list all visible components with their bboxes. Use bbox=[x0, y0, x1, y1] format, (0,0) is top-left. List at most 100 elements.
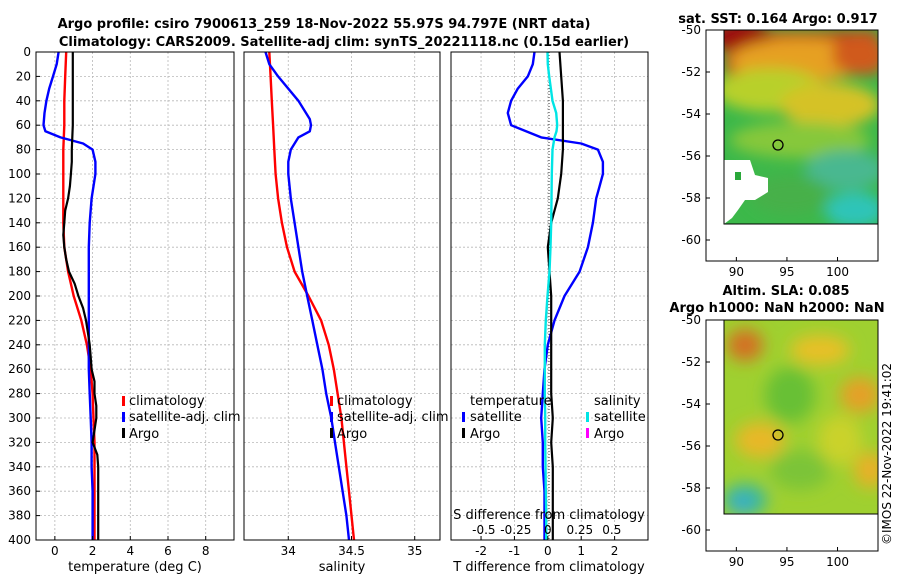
temperature-legend: climatology satellite-adj. clim Argo bbox=[122, 394, 241, 442]
map-y-tick-label: -50 bbox=[681, 23, 701, 37]
x-tick-label: 34 bbox=[281, 544, 296, 558]
s-tick-label: 0 bbox=[544, 523, 552, 537]
legend-swatch-climatology bbox=[330, 396, 333, 406]
map-y-tick-label: -52 bbox=[681, 355, 701, 369]
map-y-tick-label: -58 bbox=[681, 191, 701, 205]
y-tick-label: 400 bbox=[8, 533, 31, 547]
legend-header-salinity: salinity bbox=[594, 394, 641, 409]
y-tick-label: 320 bbox=[8, 435, 31, 449]
x-tick-label: 34.5 bbox=[338, 544, 365, 558]
map-y-tick-label: -50 bbox=[681, 313, 701, 327]
map-y-tick-label: -54 bbox=[681, 107, 701, 121]
y-tick-label: 300 bbox=[8, 411, 31, 425]
sla-field bbox=[724, 320, 878, 514]
sla-map-title: Altim. SLA: 0.085 bbox=[723, 284, 850, 299]
s-tick-label: 0.25 bbox=[566, 523, 593, 537]
salinity-legend: climatology satellite-adj. clim Argo bbox=[330, 394, 449, 442]
y-tick-label: 240 bbox=[8, 338, 31, 352]
x-tick-label: -2 bbox=[475, 544, 487, 558]
imos-credit: ©IMOS 22-Nov-2022 19:41:02 bbox=[880, 363, 894, 545]
y-tick-label: 40 bbox=[16, 94, 31, 108]
y-tick-label: 360 bbox=[8, 484, 31, 498]
difference-legend-salinity: salinity satellite Argo bbox=[586, 394, 646, 442]
difference-legend-temperature: temperature satellite Argo bbox=[462, 394, 552, 442]
sla-argo-marker bbox=[772, 429, 784, 441]
s-tick-label: -0.5 bbox=[472, 523, 495, 537]
map-x-tick-label: 90 bbox=[729, 265, 744, 279]
legend-label-t-satellite: satellite bbox=[470, 410, 522, 425]
s-difference-label: S difference from climatology bbox=[453, 508, 645, 523]
series-line-climatology bbox=[62, 52, 96, 540]
x-tick-label: 2 bbox=[611, 544, 619, 558]
legend-swatch-satellite bbox=[122, 412, 125, 422]
difference-panel: -2 -1 0 1 2 -0.5 -0.25 0 0.25 0.5 S difference f… bbox=[450, 51, 649, 575]
map-x-tick-label: 90 bbox=[729, 555, 744, 569]
legend-label-s-argo: Argo bbox=[594, 427, 624, 442]
x-tick-label: 6 bbox=[164, 544, 172, 558]
map-x-tick-label: 95 bbox=[779, 265, 794, 279]
series-line-t-satellite bbox=[506, 52, 605, 540]
y-tick-label: 100 bbox=[8, 167, 31, 181]
y-tick-label: 20 bbox=[16, 69, 31, 83]
legend-swatch-satellite bbox=[330, 412, 333, 422]
series-line-t-argo bbox=[546, 52, 565, 540]
legend-label-argo: Argo bbox=[337, 427, 367, 442]
y-tick-label: 60 bbox=[16, 118, 31, 132]
series-line-satellite bbox=[42, 52, 97, 540]
legend-swatch-argo bbox=[330, 428, 333, 438]
legend-label-climatology: climatology bbox=[337, 394, 413, 409]
sla-map: Altim. SLA: 0.085 Argo h1000: NaN h2000:… bbox=[669, 284, 884, 569]
legend-label-satellite: satellite-adj. clim bbox=[129, 410, 241, 425]
salinity-xlabel: salinity bbox=[319, 560, 366, 575]
legend-swatch-s-satellite bbox=[586, 412, 589, 422]
map-x-tick-label: 95 bbox=[779, 555, 794, 569]
x-tick-label: 4 bbox=[126, 544, 134, 558]
sst-field bbox=[724, 30, 878, 224]
s-tick-label: 0.5 bbox=[602, 523, 621, 537]
x-tick-label: 0 bbox=[544, 544, 552, 558]
y-tick-label: 160 bbox=[8, 240, 31, 254]
figure-title-line2: Climatology: CARS2009. Satellite-adj cli… bbox=[59, 35, 629, 50]
y-tick-label: 260 bbox=[8, 362, 31, 376]
sst-map: sat. SST: 0.164 Argo: 0.917 -50 -52 -54 -56… bbox=[678, 12, 879, 279]
x-tick-label: 35 bbox=[407, 544, 422, 558]
y-tick-label: 200 bbox=[8, 289, 31, 303]
legend-label-argo: Argo bbox=[129, 427, 159, 442]
legend-label-satellite: satellite-adj. clim bbox=[337, 410, 449, 425]
sla-map-subtitle: Argo h1000: NaN h2000: NaN bbox=[669, 301, 884, 316]
x-tick-label: 1 bbox=[577, 544, 585, 558]
legend-swatch-s-argo bbox=[586, 428, 589, 438]
map-y-tick-label: -52 bbox=[681, 65, 701, 79]
temperature-xlabel: temperature (deg C) bbox=[68, 560, 202, 575]
y-tick-label: 340 bbox=[8, 460, 31, 474]
x-tick-label: 0 bbox=[51, 544, 59, 558]
legend-label-s-satellite: satellite bbox=[594, 410, 646, 425]
map-y-tick-label: -54 bbox=[681, 397, 701, 411]
legend-label-climatology: climatology bbox=[129, 394, 205, 409]
map-x-tick-label: 100 bbox=[826, 265, 849, 279]
map-x-tick-label: 100 bbox=[826, 555, 849, 569]
y-tick-label: 0 bbox=[23, 45, 31, 59]
x-tick-label: -1 bbox=[508, 544, 520, 558]
legend-header-temperature: temperature bbox=[470, 394, 552, 409]
map-y-tick-label: -60 bbox=[681, 233, 701, 247]
map-y-tick-label: -60 bbox=[681, 523, 701, 537]
map-y-tick-label: -56 bbox=[681, 149, 701, 163]
x-tick-label: 2 bbox=[89, 544, 97, 558]
legend-swatch-t-argo bbox=[462, 428, 465, 438]
y-tick-label: 220 bbox=[8, 313, 31, 327]
x-tick-label: 8 bbox=[202, 544, 210, 558]
y-tick-label: 180 bbox=[8, 265, 31, 279]
y-tick-label: 120 bbox=[8, 191, 31, 205]
legend-swatch-argo bbox=[122, 428, 125, 438]
salinity-panel: 34 34.5 35 salinity climatology satellite-… bbox=[243, 51, 449, 575]
legend-swatch-climatology bbox=[122, 396, 125, 406]
series-line-satellite bbox=[264, 52, 351, 540]
y-tick-label: 140 bbox=[8, 216, 31, 230]
t-difference-label: T difference from climatology bbox=[452, 560, 645, 575]
y-tick-label: 280 bbox=[8, 387, 31, 401]
sla-axes-frame bbox=[705, 319, 879, 552]
sst-argo-marker bbox=[772, 139, 784, 151]
legend-label-t-argo: Argo bbox=[470, 427, 500, 442]
